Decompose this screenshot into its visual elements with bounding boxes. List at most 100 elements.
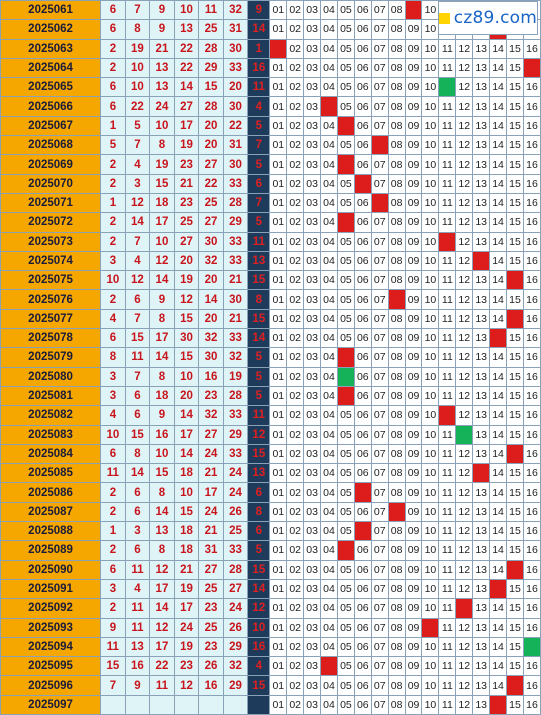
red-number-cell: 8 bbox=[149, 308, 175, 330]
red-number-cell: 13 bbox=[173, 19, 200, 40]
trend-cell: 10 bbox=[421, 173, 440, 194]
table-row: 2025097 01 02 03 04 05 06 07 08 09 10 11 12 13 14 15 16 bbox=[0, 694, 541, 715]
trend-cell: 11 bbox=[438, 463, 457, 484]
trend-cell: 14 bbox=[489, 501, 508, 523]
trend-cell: 02 bbox=[286, 19, 305, 40]
trend-cell: 06 bbox=[353, 289, 372, 310]
trend-cell: 16 bbox=[522, 192, 541, 214]
trend-cell: 06 bbox=[353, 19, 372, 40]
red-number-cell: 9 bbox=[149, 405, 175, 426]
trend-cell: 16 bbox=[522, 675, 541, 696]
trend-cell: 08 bbox=[387, 463, 406, 484]
trend-cell: 11 bbox=[438, 96, 457, 117]
red-number-cell: 17 bbox=[149, 212, 175, 233]
trend-cell: 08 bbox=[387, 424, 406, 445]
trend-cell: 14 bbox=[489, 192, 508, 214]
site-logo[interactable]: cz89.com bbox=[438, 1, 538, 35]
red-number-cell bbox=[222, 694, 249, 715]
period-cell: 2025091 bbox=[0, 578, 102, 600]
period-cell: 2025094 bbox=[0, 636, 102, 658]
trend-cell: 12 bbox=[455, 173, 474, 194]
table-row: 2025093 9 11 12 24 25 26 10 01 02 03 04 05 06 07 08 09 10… bbox=[0, 617, 541, 638]
trend-cell: 04 bbox=[320, 521, 338, 542]
red-number-cell: 2 bbox=[100, 57, 126, 79]
hit-marker: 13 bbox=[472, 250, 491, 272]
trend-cell: 15 bbox=[506, 521, 524, 542]
hit-marker: 14 bbox=[489, 578, 508, 600]
trend-cell: 14 bbox=[489, 366, 508, 387]
red-number-cell: 4 bbox=[100, 308, 126, 330]
blue-number-cell: 7 bbox=[247, 135, 271, 156]
red-number-cell: 19 bbox=[124, 38, 151, 59]
red-number-cell: 8 bbox=[100, 347, 126, 368]
red-number-cell: 8 bbox=[149, 482, 175, 503]
red-number-cell: 28 bbox=[222, 385, 249, 407]
trend-cell: 09 bbox=[404, 540, 423, 561]
green-marker: 05 bbox=[336, 366, 355, 387]
red-number-cell: 13 bbox=[149, 521, 175, 542]
trend-cell: 06 bbox=[353, 57, 372, 79]
trend-cell: 01 bbox=[269, 270, 288, 291]
trend-cell: 08 bbox=[387, 521, 406, 542]
red-number-cell: 20 bbox=[198, 308, 224, 330]
trend-cell: 08 bbox=[387, 173, 406, 194]
trend-cell: 14 bbox=[489, 598, 508, 619]
trend-cell: 06 bbox=[353, 540, 372, 561]
trend-cell: 07 bbox=[370, 270, 389, 291]
trend-cell: 05 bbox=[336, 482, 355, 503]
trend-cell: 13 bbox=[472, 289, 491, 310]
trend-cell: 11 bbox=[438, 424, 457, 445]
trend-cell: 12 bbox=[455, 77, 474, 98]
trend-cell: 04 bbox=[320, 559, 338, 580]
trend-cell: 13 bbox=[472, 115, 491, 137]
trend-cell: 10 bbox=[421, 405, 440, 426]
blue-number-cell: 14 bbox=[247, 328, 271, 349]
trend-cell: 12 bbox=[455, 270, 474, 291]
trend-cell: 10 bbox=[421, 0, 440, 21]
period-cell: 2025087 bbox=[0, 501, 102, 523]
trend-cell: 01 bbox=[269, 694, 288, 715]
red-number-cell: 33 bbox=[222, 57, 249, 79]
trend-cell: 06 bbox=[353, 115, 372, 137]
hit-marker: 14 bbox=[489, 328, 508, 349]
red-number-cell: 6 bbox=[124, 405, 151, 426]
trend-cell: 02 bbox=[286, 405, 305, 426]
trend-cell: 12 bbox=[455, 385, 474, 407]
trend-cell: 16 bbox=[522, 173, 541, 194]
red-number-cell: 24 bbox=[222, 463, 249, 484]
red-number-cell: 7 bbox=[124, 135, 151, 156]
trend-cell: 07 bbox=[370, 212, 389, 233]
red-number-cell: 4 bbox=[100, 405, 126, 426]
red-number-cell: 13 bbox=[149, 57, 175, 79]
trend-cell: 13 bbox=[472, 559, 491, 580]
trend-cell: 03 bbox=[303, 192, 322, 214]
trend-cell: 05 bbox=[336, 559, 355, 580]
trend-cell: 03 bbox=[303, 463, 322, 484]
red-number-cell: 10 bbox=[149, 443, 175, 465]
trend-cell: 03 bbox=[303, 559, 322, 580]
trend-cell: 08 bbox=[387, 96, 406, 117]
trend-cell: 07 bbox=[370, 521, 389, 542]
period-cell: 2025093 bbox=[0, 617, 102, 638]
trend-cell: 09 bbox=[404, 578, 423, 600]
trend-cell: 02 bbox=[286, 115, 305, 137]
trend-cell: 09 bbox=[404, 135, 423, 156]
trend-cell: 01 bbox=[269, 115, 288, 137]
trend-cell: 13 bbox=[472, 636, 491, 658]
trend-cell: 07 bbox=[370, 617, 389, 638]
red-number-cell: 6 bbox=[100, 328, 126, 349]
trend-cell: 01 bbox=[269, 328, 288, 349]
trend-cell: 13 bbox=[472, 57, 491, 79]
trend-cell: 07 bbox=[370, 636, 389, 658]
trend-cell: 10 bbox=[421, 115, 440, 137]
trend-cell: 11 bbox=[438, 521, 457, 542]
trend-cell: 07 bbox=[370, 598, 389, 619]
blue-number-cell: 12 bbox=[247, 598, 271, 619]
trend-cell: 14 bbox=[489, 463, 508, 484]
period-cell: 2025063 bbox=[0, 38, 102, 59]
trend-cell: 03 bbox=[303, 212, 322, 233]
trend-cell: 16 bbox=[522, 617, 541, 638]
trend-cell: 10 bbox=[421, 598, 440, 619]
table-row: 2025074 3 4 12 20 32 33 13 01 02 03 04 05 06 07 08 09 10 1… bbox=[0, 250, 541, 272]
red-number-cell: 6 bbox=[100, 19, 126, 40]
